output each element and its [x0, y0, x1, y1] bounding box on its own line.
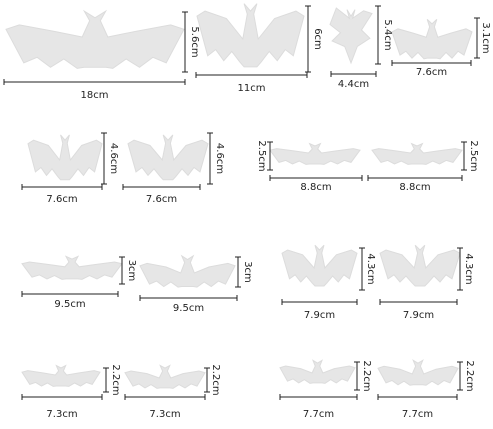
- bat-silhouette: [377, 359, 459, 386]
- width-label: 9.5cm: [173, 303, 204, 314]
- width-dimension: 9.5cm: [21, 291, 119, 310]
- height-dimension: 2.5cm: [461, 140, 479, 172]
- height-dimension: 5.6cm: [182, 11, 200, 73]
- width-dimension: 7.6cm: [122, 184, 201, 205]
- height-dimension: 2.2cm: [204, 364, 221, 396]
- width-label: 9.5cm: [54, 299, 85, 310]
- width-label: 7.9cm: [403, 310, 434, 321]
- height-label: 5.4cm: [382, 19, 393, 50]
- bat-silhouette: [124, 364, 206, 389]
- height-label: 3cm: [242, 261, 253, 283]
- bat-silhouette: [279, 359, 356, 384]
- height-label: 2.2cm: [464, 360, 475, 391]
- width-dimension: 8.8cm: [269, 175, 363, 193]
- width-label: 4.4cm: [338, 79, 369, 90]
- width-dimension: 9.5cm: [139, 295, 238, 314]
- height-label: 2.2cm: [210, 364, 221, 395]
- bat-silhouette: [269, 142, 361, 165]
- height-label: 2.2cm: [361, 360, 372, 391]
- width-label: 7.9cm: [304, 310, 335, 321]
- bat-silhouette: [139, 254, 236, 288]
- height-dimension: 2.2cm: [457, 360, 475, 392]
- width-label: 7.6cm: [146, 194, 177, 205]
- width-dimension: 8.8cm: [367, 175, 463, 193]
- width-dimension: 4.4cm: [330, 71, 377, 90]
- height-dimension: 4.6cm: [207, 132, 225, 185]
- width-dimension: 7.3cm: [124, 394, 206, 420]
- width-dimension: 7.7cm: [279, 394, 358, 420]
- sticker-bat-7-6cm-b: 7.6cm 4.6cm: [21, 132, 119, 205]
- height-dimension: 3.1cm: [474, 17, 491, 59]
- sticker-bat-7-3cm-a: 7.3cm 2.2cm: [21, 364, 121, 420]
- width-label: 8.8cm: [399, 182, 430, 193]
- sticker-bat-4-4cm: 4.4cm 5.4cm: [329, 5, 393, 90]
- bat-silhouette: [371, 142, 463, 165]
- height-label: 6cm: [312, 28, 323, 50]
- width-label: 7.6cm: [46, 194, 77, 205]
- width-dimension: 7.6cm: [21, 184, 103, 205]
- width-label: 7.6cm: [416, 67, 447, 78]
- width-label: 18cm: [81, 90, 109, 101]
- sticker-bat-7-9cm-b: 7.9cm 4.3cm: [379, 244, 474, 321]
- height-dimension: 3cm: [235, 256, 253, 288]
- width-dimension: 7.6cm: [391, 60, 472, 78]
- bat-silhouette: [281, 244, 358, 287]
- height-dimension: 2.2cm: [354, 360, 372, 392]
- width-dimension: 7.7cm: [377, 394, 458, 420]
- width-dimension: 7.9cm: [281, 299, 358, 321]
- height-dimension: 3cm: [119, 256, 137, 285]
- height-dimension: 4.3cm: [457, 247, 474, 291]
- bat-silhouette: [196, 3, 305, 68]
- height-label: 4.6cm: [108, 143, 119, 174]
- sticker-bat-11cm: 11cm 6cm: [195, 3, 323, 94]
- height-dimension: 2.5cm: [256, 140, 273, 172]
- height-label: 3.1cm: [480, 22, 491, 53]
- width-dimension: 7.3cm: [21, 394, 103, 420]
- bat-silhouette: [391, 18, 473, 60]
- height-dimension: 2.2cm: [103, 364, 121, 396]
- bat-silhouette: [5, 9, 185, 69]
- sticker-bat-7-9cm-a: 7.9cm 4.3cm: [281, 244, 376, 321]
- sticker-bat-7-3cm-b: 7.3cm 2.2cm: [124, 364, 221, 420]
- height-label: 2.2cm: [110, 364, 121, 395]
- sticker-bat-7-6cm-c: 7.6cm 4.6cm: [122, 132, 225, 205]
- width-label: 7.3cm: [46, 409, 77, 420]
- height-dimension: 4.6cm: [101, 132, 119, 185]
- height-label: 3cm: [126, 260, 137, 282]
- height-dimension: 6cm: [305, 5, 323, 73]
- sticker-bat-8-8cm-a: 8.8cm 2.5cm: [256, 140, 363, 193]
- height-label: 4.3cm: [463, 253, 474, 284]
- width-dimension: 18cm: [3, 79, 186, 101]
- width-label: 7.7cm: [402, 409, 433, 420]
- width-label: 8.8cm: [300, 182, 331, 193]
- width-dimension: 7.9cm: [379, 299, 458, 321]
- height-label: 4.6cm: [214, 143, 225, 174]
- sticker-bat-7-6cm-a: 7.6cm 3.1cm: [391, 17, 491, 78]
- sticker-bat-large-18cm: 18cm 5.6cm: [3, 9, 200, 101]
- sticker-bat-7-7cm-a: 7.7cm 2.2cm: [279, 359, 372, 420]
- height-label: 5.6cm: [189, 26, 200, 57]
- height-dimension: 5.4cm: [375, 5, 393, 65]
- sticker-bat-8-8cm-b: 8.8cm 2.5cm: [367, 140, 479, 193]
- width-label: 7.3cm: [149, 409, 180, 420]
- bat-silhouette: [379, 244, 461, 287]
- height-label: 4.3cm: [365, 253, 376, 284]
- bat-silhouette: [127, 134, 209, 181]
- sticker-bat-7-7cm-b: 7.7cm 2.2cm: [377, 359, 475, 420]
- width-label: 11cm: [238, 83, 266, 94]
- bat-silhouette: [21, 364, 101, 387]
- width-label: 7.7cm: [303, 409, 334, 420]
- sticker-bat-9-5cm-b: 9.5cm 3cm: [139, 254, 253, 314]
- bat-silhouette: [329, 7, 373, 65]
- width-dimension: 11cm: [195, 72, 308, 94]
- bat-silhouette: [27, 134, 103, 181]
- sticker-bat-9-5cm-a: 9.5cm 3cm: [21, 255, 137, 310]
- height-label: 2.5cm: [468, 140, 479, 171]
- height-label: 2.5cm: [256, 140, 267, 171]
- bat-silhouette: [21, 255, 123, 280]
- height-dimension: 4.3cm: [359, 247, 376, 291]
